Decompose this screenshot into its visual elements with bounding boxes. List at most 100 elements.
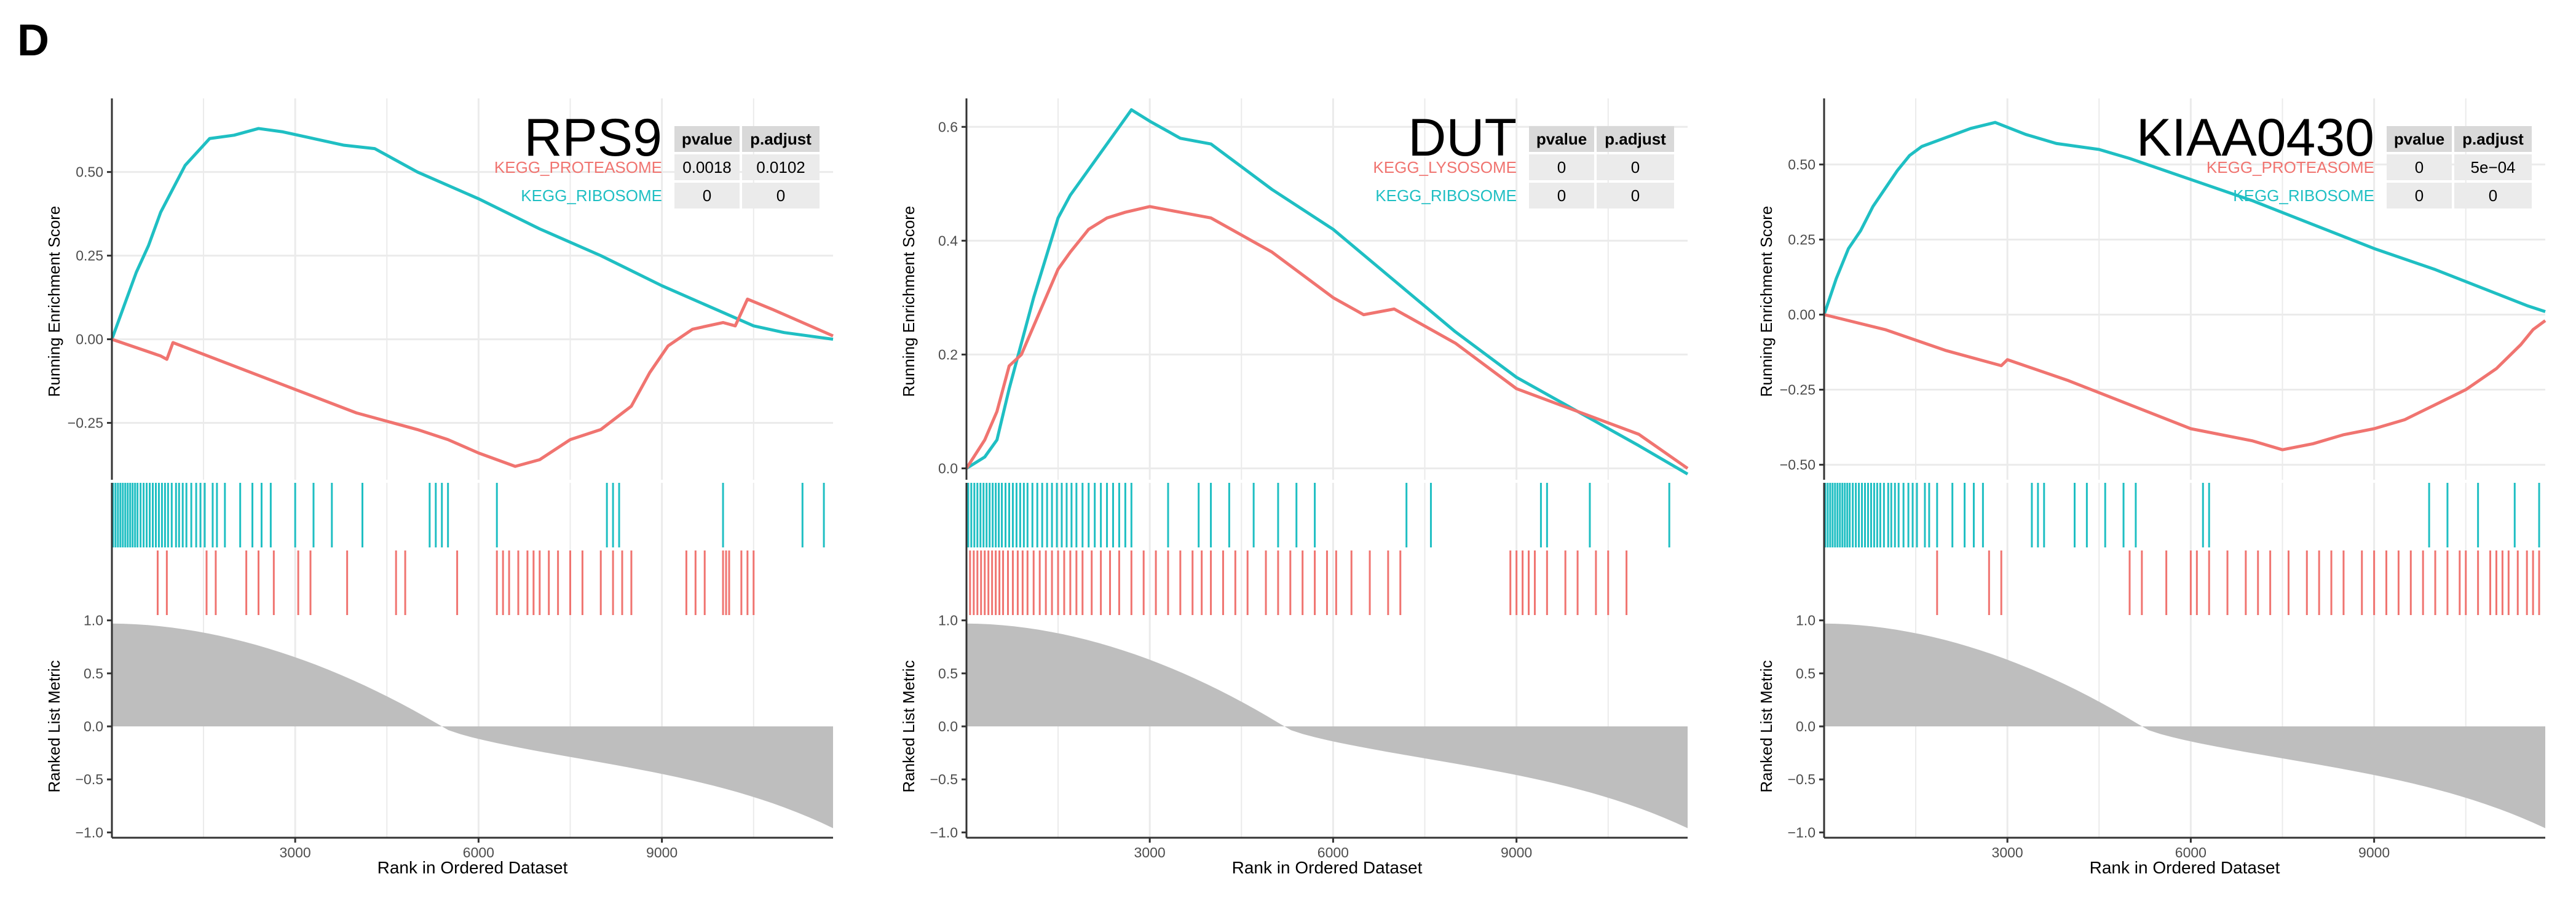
es-tick-label: 0.50 [1788,156,1815,172]
table-header-cell [1529,126,1594,152]
x-tick-label: 9000 [2358,844,2390,860]
es-tick-label: −0.25 [68,415,103,431]
table-cell [2454,183,2532,209]
metric-tick-label: −0.5 [930,771,958,787]
table-cell [1597,183,1674,209]
es-tick-label: −0.25 [1780,382,1815,398]
table-cell-value: 0 [1557,186,1566,205]
table-header-cell [1597,126,1674,152]
es-tick-label: 0.50 [76,164,103,180]
table-cell [2387,183,2452,209]
x-tick-label: 9000 [1501,844,1532,860]
table-cell [2454,154,2532,180]
metric-tick-label: 0.5 [1796,666,1815,681]
es-line-kegg_ribosome [110,127,834,341]
table-cell [742,183,820,209]
metric-tick-label: 1.0 [84,613,103,629]
es-tick-label: 0.6 [938,119,958,135]
metric-tick-label: 0.0 [84,718,103,734]
y-axis-title-es: Running Enrichment Score [1757,206,1776,397]
metric-tick-label: 0.0 [1796,718,1815,734]
chart-title: DUT [1408,108,1517,167]
table-row-name: KEGG_RIBOSOME [521,186,662,205]
metric-tick-label: −1.0 [76,824,103,840]
table-cell-value: 0.0102 [756,158,805,177]
x-tick-label: 9000 [646,844,678,860]
table-row-name: KEGG_RIBOSOME [1375,186,1517,205]
x-axis-title: Rank in Ordered Dataset [377,858,568,877]
ranked-metric-area [112,623,833,828]
table-row-name: KEGG_PROTEASOME [2207,158,2374,177]
es-line-kegg_lysosome [965,205,1689,470]
table-row-name: KEGG_LYSOSOME [1373,158,1517,177]
table-cell [1597,154,1674,180]
metric-tick-label: 1.0 [938,613,958,629]
metric-tick-label: −0.5 [76,771,103,787]
table-header-label: pvalue [682,130,732,148]
table-header-cell [742,126,820,152]
table-header-label: p.adjust [2462,130,2524,148]
table-cell-value: 0 [776,186,785,205]
y-axis-title-metric: Ranked List Metric [45,660,63,792]
table-cell-value: 5e−04 [2470,158,2515,177]
x-axis-title: Rank in Ordered Dataset [2090,858,2280,877]
x-tick-label: 6000 [1318,844,1349,860]
y-axis-title-metric: Ranked List Metric [1757,660,1776,792]
y-axis-title-es: Running Enrichment Score [899,206,918,397]
gsea-panel-rps9: 0.50 0.25 0.00 −0.25 1.0 0.5 0.0 −0.5 −1.0 3000 60… [45,98,834,877]
x-tick-label: 3000 [1134,844,1166,860]
y-axis-title-es: Running Enrichment Score [45,206,63,397]
gsea-panel-dut: 0.6 0.4 0.2 0.0 1.0 0.5 0.0 −0.5 −1.0 3000 6000 900… [899,98,1689,877]
table-cell-value: 0 [2415,158,2424,177]
es-tick-label: 0.2 [938,346,958,362]
table-cell-value: 0 [1631,158,1640,177]
table-header-label: p.adjust [750,130,812,148]
metric-tick-label: 0.5 [84,666,103,681]
metric-tick-label: 1.0 [1796,613,1815,629]
table-cell [2387,154,2452,180]
es-tick-label: 0.00 [76,332,103,348]
table-cell-value: 0 [2415,186,2424,205]
table-row-name: KEGG_RIBOSOME [2233,186,2374,205]
x-tick-label: 6000 [463,844,494,860]
es-tick-label: 0.4 [938,232,958,248]
chart-title: KIAA0430 [2136,108,2374,167]
metric-tick-label: −1.0 [930,824,958,840]
table-cell-value: 0 [703,186,711,205]
es-line-kegg_ribosome [1822,121,2546,316]
y-axis-title-metric: Ranked List Metric [899,660,918,792]
metric-tick-label: 0.0 [938,718,958,734]
table-cell-value: 0 [2489,186,2497,205]
table-row-name: KEGG_PROTEASOME [494,158,662,177]
es-line-kegg_proteasome [1823,313,2546,451]
table-header-cell [2387,126,2452,152]
es-tick-label: 0.25 [1788,231,1815,247]
es-tick-label: 0.25 [76,248,103,264]
table-cell [1529,154,1594,180]
chart-title: RPS9 [524,108,662,167]
table-cell-value: 0 [1631,186,1640,205]
x-tick-label: 6000 [2175,844,2207,860]
table-cell [674,154,740,180]
table-cell-value: 0.0018 [682,158,732,177]
ranked-metric-area [1824,623,2545,828]
table-cell-value: 0 [1557,158,1566,177]
table-cell [1529,183,1594,209]
x-tick-label: 3000 [1992,844,2023,860]
table-cell [674,183,740,209]
table-header-label: p.adjust [1605,130,1666,148]
es-tick-label: 0.0 [938,460,958,476]
table-cell [742,154,820,180]
metric-tick-label: 0.5 [938,666,958,681]
x-axis-title: Rank in Ordered Dataset [1232,858,1423,877]
metric-tick-label: −1.0 [1788,824,1815,840]
es-tick-label: 0.00 [1788,306,1815,322]
table-header-label: pvalue [2394,130,2444,148]
metric-tick-label: −0.5 [1788,771,1815,787]
es-line-kegg_proteasome [111,297,834,468]
es-line-kegg_ribosome [965,108,1689,475]
es-tick-label: −0.50 [1780,457,1815,473]
table-header-cell [674,126,740,152]
table-header-label: pvalue [1536,130,1587,148]
